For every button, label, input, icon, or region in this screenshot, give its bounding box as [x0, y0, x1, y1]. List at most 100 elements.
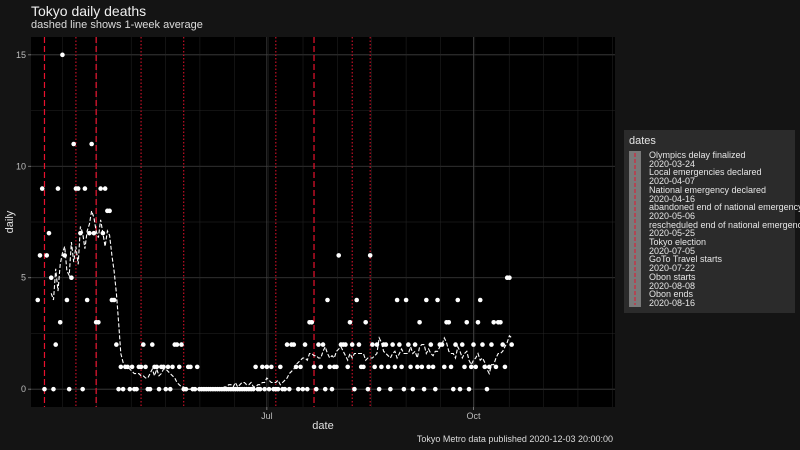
data-point	[154, 364, 160, 370]
x-tick-label: Oct	[466, 411, 481, 421]
data-point	[125, 364, 130, 370]
data-point	[325, 297, 330, 303]
data-point	[147, 386, 153, 392]
data-point	[304, 386, 310, 392]
data-point	[102, 186, 108, 191]
data-point	[491, 320, 497, 325]
data-point	[468, 364, 474, 370]
data-point	[291, 342, 297, 347]
data-point	[336, 253, 342, 258]
data-point	[179, 342, 184, 347]
data-point	[163, 386, 169, 392]
axes: 0 5 10 15 Jul Oct date daily	[4, 50, 481, 432]
legend-entry-date: 2020-08-16	[649, 297, 696, 308]
legend-entry-label: Olympics delay finalized	[649, 150, 746, 160]
data-point	[408, 364, 413, 370]
data-point	[176, 364, 182, 370]
data-point	[406, 342, 411, 347]
legend-entry-date: 2020-04-07	[649, 176, 696, 187]
data-point	[111, 297, 117, 303]
data-point	[484, 386, 490, 392]
data-point	[194, 364, 200, 370]
data-point	[170, 364, 175, 370]
daily-points	[35, 52, 514, 392]
x-axis-label: date	[312, 420, 333, 432]
legend-entry-label: rescheduled end of national emergency	[649, 219, 800, 230]
data-point	[161, 364, 166, 370]
data-point	[439, 342, 445, 347]
data-point	[87, 230, 92, 236]
legend-entry-label: abandoned end of national emergency	[649, 202, 800, 213]
data-point	[71, 141, 76, 147]
data-point	[318, 364, 324, 370]
data-point	[329, 386, 335, 392]
data-point	[493, 364, 499, 370]
data-point	[309, 320, 315, 325]
x-tick-label: Jul	[261, 411, 273, 421]
data-point	[316, 342, 321, 347]
data-point	[284, 342, 290, 347]
data-point	[174, 342, 180, 347]
y-tick-label: 15	[16, 50, 26, 60]
legend-entry-label: Obon ends	[649, 289, 694, 300]
data-point	[66, 386, 72, 392]
data-point	[401, 386, 407, 392]
data-point	[260, 364, 265, 370]
y-axis-label: daily	[4, 210, 16, 233]
data-point	[410, 386, 416, 392]
data-point	[399, 364, 404, 370]
data-point	[57, 320, 63, 325]
legend-entry-date: 2020-03-24	[649, 158, 696, 169]
data-point	[475, 320, 481, 325]
legend-key	[629, 151, 641, 307]
data-point	[278, 364, 283, 370]
data-point	[84, 297, 90, 303]
data-point	[127, 386, 133, 392]
data-point	[322, 386, 328, 392]
data-point	[302, 342, 308, 347]
data-point	[345, 364, 351, 370]
data-point	[295, 386, 301, 392]
data-point	[363, 320, 368, 325]
data-point	[327, 364, 333, 370]
data-point	[91, 230, 97, 236]
data-point	[500, 342, 505, 347]
data-point	[165, 364, 171, 370]
data-point	[44, 253, 50, 258]
data-point	[114, 342, 119, 347]
data-point	[403, 297, 409, 303]
data-point	[100, 230, 106, 236]
data-point	[464, 320, 470, 325]
data-point	[156, 386, 162, 392]
legend-entry-label: GoTo Travel starts	[649, 254, 723, 265]
data-point	[507, 275, 512, 281]
data-point	[167, 386, 173, 392]
data-point	[394, 297, 400, 303]
data-point	[35, 297, 41, 303]
data-point	[397, 342, 402, 347]
legend-entry-date: 2020-05-25	[649, 228, 696, 239]
data-point	[349, 342, 355, 347]
data-point	[313, 386, 319, 392]
data-point	[62, 253, 67, 258]
data-point	[75, 186, 81, 191]
data-point	[96, 320, 101, 325]
data-point	[426, 364, 431, 370]
data-point	[352, 386, 357, 392]
data-point	[374, 342, 380, 347]
data-point	[262, 386, 267, 392]
data-point	[372, 364, 377, 370]
data-point	[417, 320, 422, 325]
data-point	[107, 208, 112, 214]
data-point	[356, 342, 362, 347]
data-point	[269, 364, 274, 370]
data-point	[78, 230, 83, 236]
data-point	[257, 386, 263, 392]
y-tick-label: 10	[16, 161, 26, 171]
data-point	[89, 141, 94, 147]
data-point	[37, 253, 43, 258]
data-point	[275, 386, 281, 392]
data-point	[118, 364, 124, 370]
data-point	[266, 386, 272, 392]
legend-entry-date: 2020-07-05	[649, 245, 696, 256]
